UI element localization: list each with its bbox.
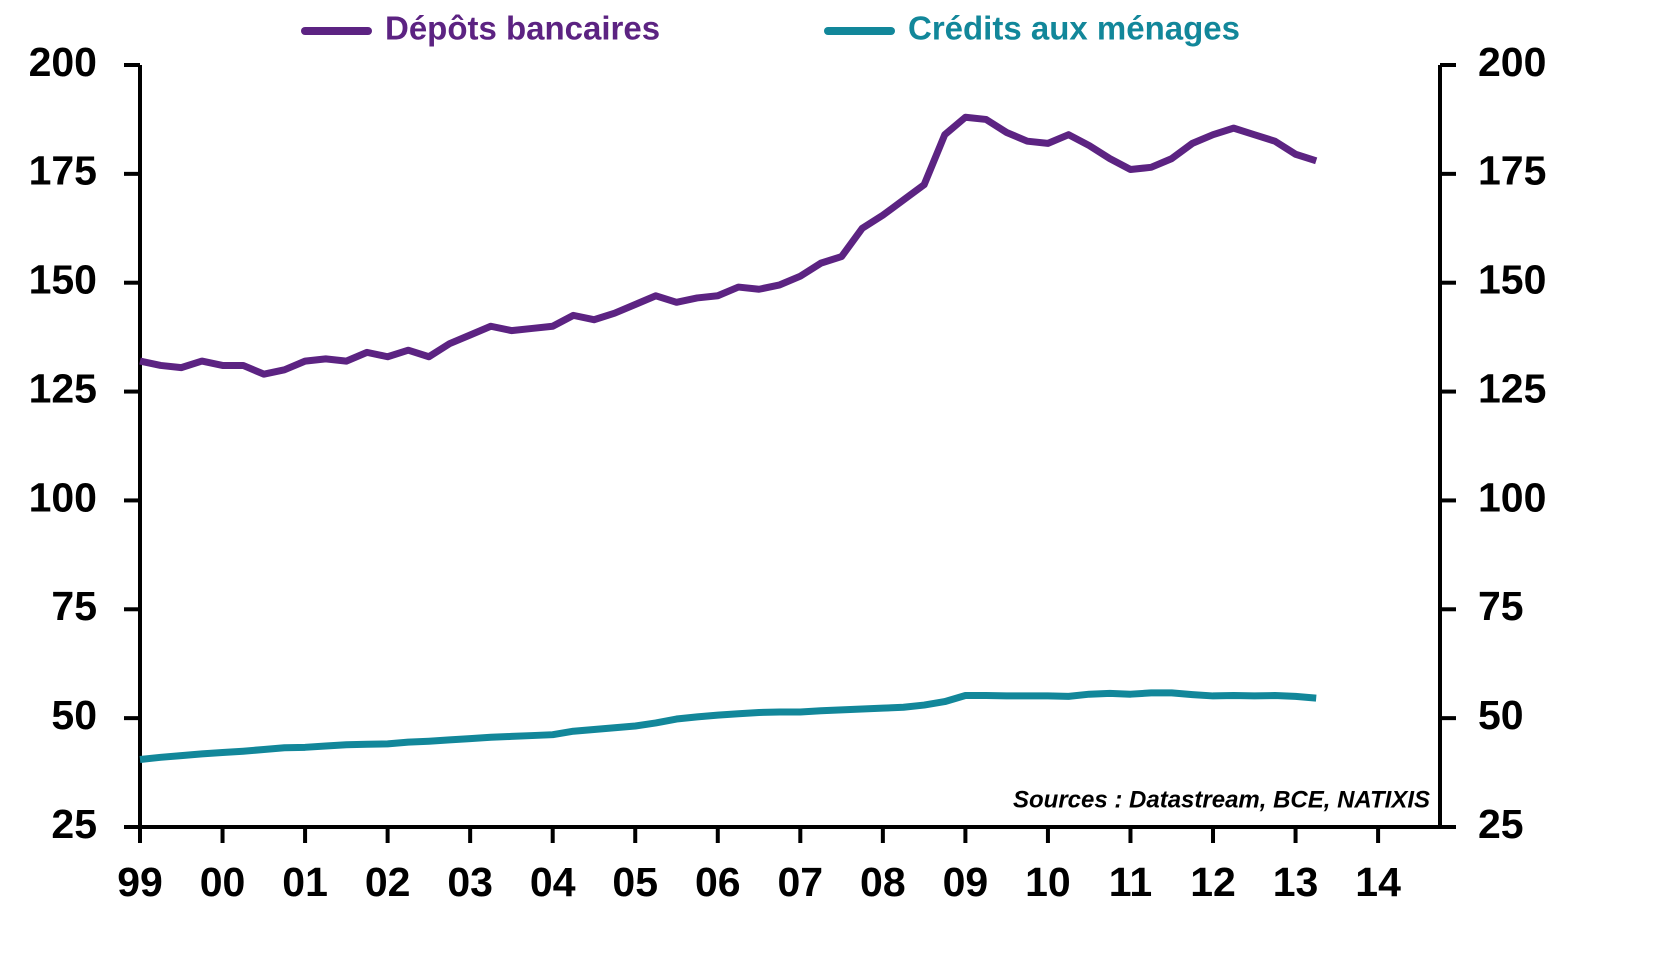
y2-tick-label: 75 [1478, 583, 1524, 629]
legend-label: Dépôts bancaires [385, 10, 660, 47]
legend-label: Crédits aux ménages [908, 10, 1240, 47]
y2-tick-label: 125 [1478, 365, 1546, 411]
x-tick-label: 00 [200, 859, 246, 905]
y-tick-label: 125 [29, 365, 97, 411]
y-tick-label: 75 [51, 583, 97, 629]
x-tick-label: 08 [860, 859, 906, 905]
x-tick-label: 13 [1273, 859, 1319, 905]
x-tick-label: 06 [695, 859, 741, 905]
x-tick-label: 05 [612, 859, 658, 905]
x-tick-label: 14 [1355, 859, 1401, 905]
x-tick-label: 10 [1025, 859, 1071, 905]
y2-tick-label: 150 [1478, 257, 1546, 303]
x-tick-label: 07 [778, 859, 824, 905]
x-tick-label: 09 [943, 859, 989, 905]
y-tick-label: 25 [51, 801, 97, 847]
y2-tick-label: 200 [1478, 39, 1546, 85]
y2-tick-label: 50 [1478, 692, 1524, 738]
x-tick-label: 04 [530, 859, 576, 905]
y2-tick-label: 25 [1478, 801, 1524, 847]
y-tick-label: 200 [29, 39, 97, 85]
series-line [139, 113, 1318, 378]
y-tick-label: 175 [29, 148, 97, 194]
x-tick-label: 11 [1109, 859, 1152, 905]
x-tick-label: 03 [447, 859, 493, 905]
series-line [139, 689, 1317, 763]
y2-tick-label: 175 [1478, 148, 1546, 194]
y-tick-label: 100 [29, 474, 97, 520]
x-tick-label: 02 [365, 859, 411, 905]
x-tick-label: 12 [1190, 859, 1236, 905]
y-tick-label: 50 [51, 692, 97, 738]
source-note: Sources : Datastream, BCE, NATIXIS [1013, 786, 1430, 813]
x-tick-label: 01 [282, 859, 328, 905]
y2-tick-label: 100 [1478, 474, 1546, 520]
y-tick-label: 150 [29, 257, 97, 303]
x-tick-label: 99 [117, 859, 163, 905]
